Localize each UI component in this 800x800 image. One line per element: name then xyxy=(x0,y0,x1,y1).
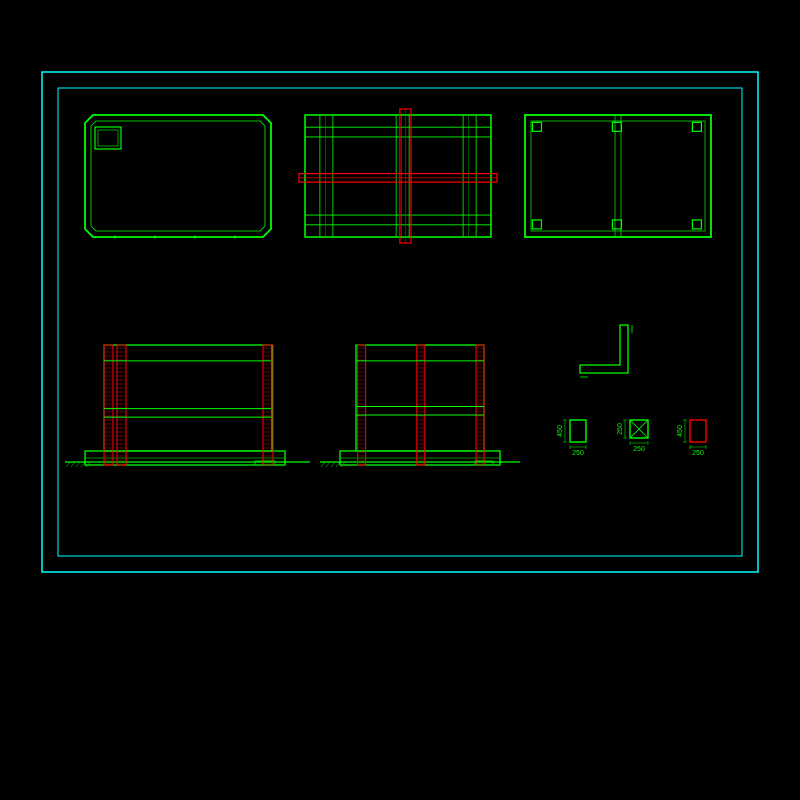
svg-text:450: 450 xyxy=(677,425,684,437)
svg-text:250: 250 xyxy=(572,450,584,457)
cad-drawing: 450 250 250 250 450 250 xyxy=(0,0,800,800)
svg-text:450: 450 xyxy=(557,425,564,437)
svg-text:250: 250 xyxy=(692,450,704,457)
svg-text:250: 250 xyxy=(617,423,624,435)
svg-text:250: 250 xyxy=(633,446,645,453)
